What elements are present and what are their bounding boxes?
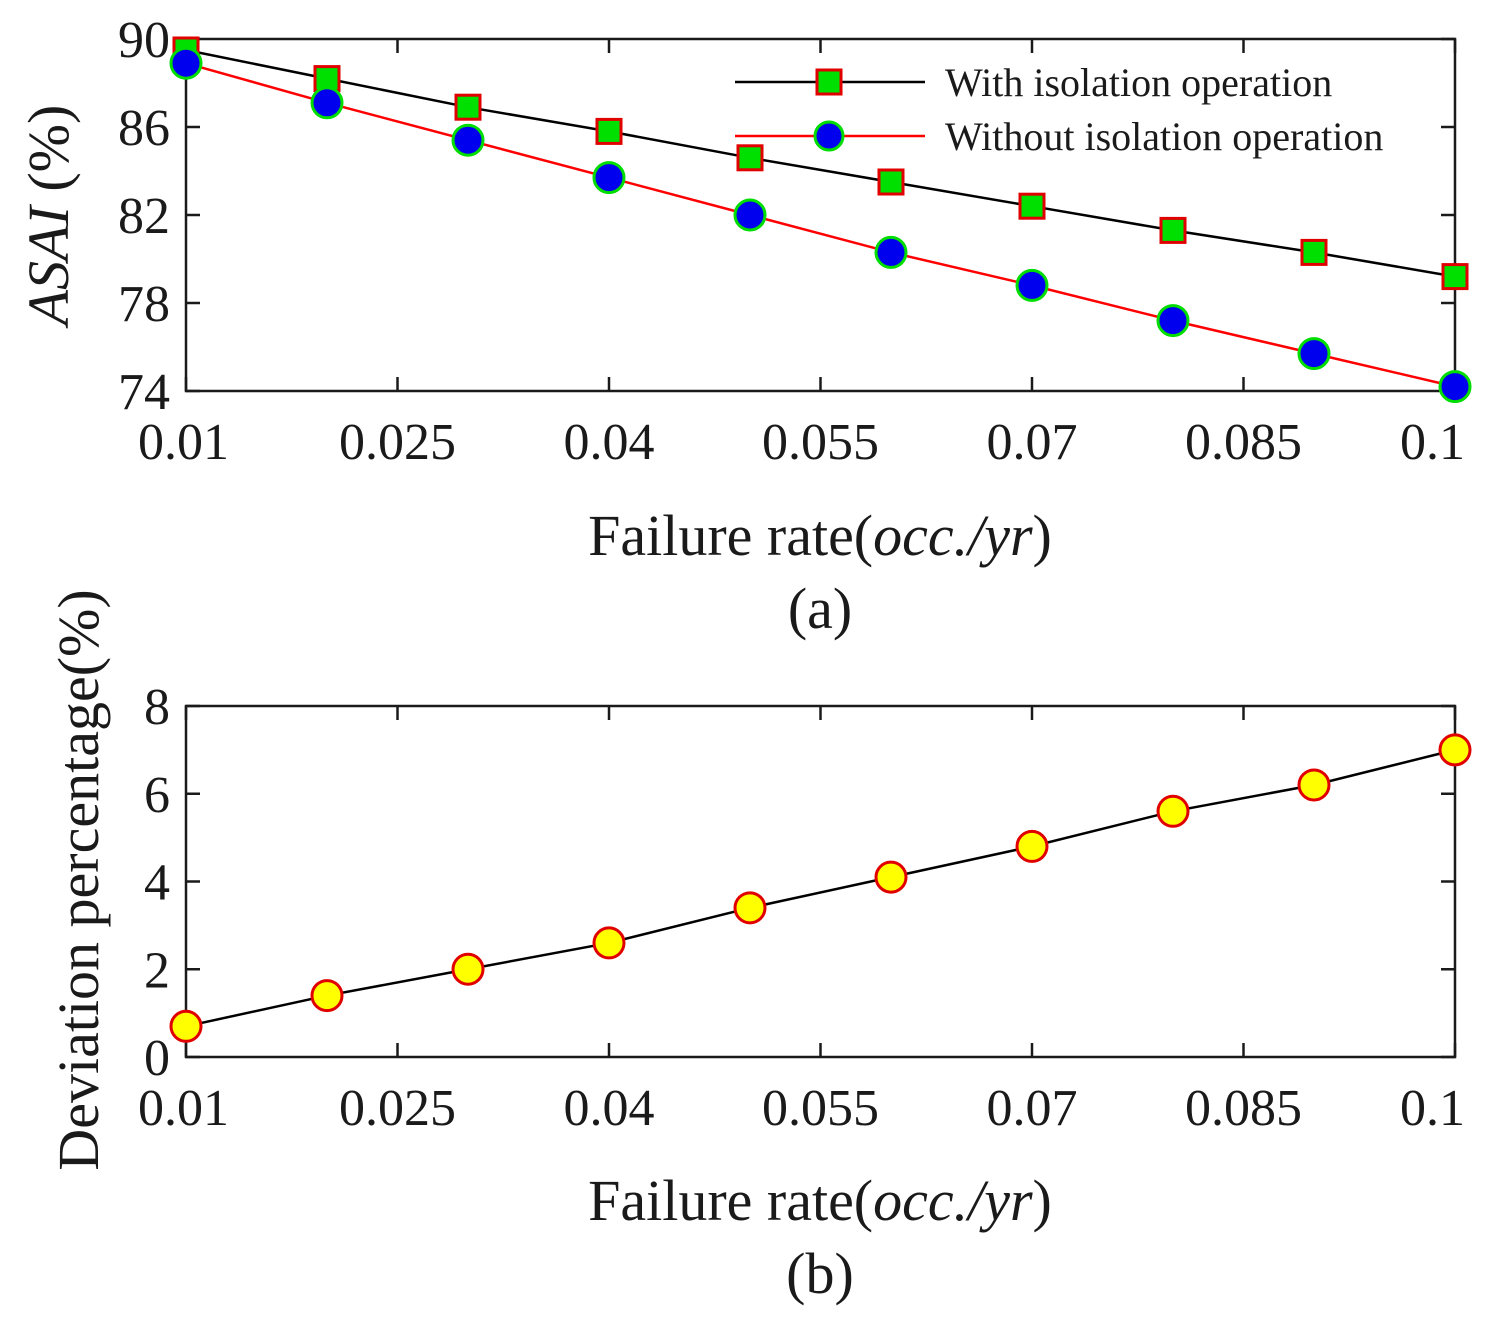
data-point-series-2 <box>1015 268 1049 302</box>
panel-a-legend: With isolation operation Without isolati… <box>735 60 1383 159</box>
legend-marker-circle <box>813 120 845 152</box>
x-tick-label: 0.04 <box>564 1080 655 1137</box>
y-tick-label: 2 <box>144 942 170 999</box>
data-point-series-1 <box>310 979 344 1013</box>
panel-a-series-lines <box>185 48 1456 388</box>
x-tick-label: 0.01 <box>138 414 229 471</box>
panel-a: 0.01 0.025 0.04 0.055 0.07 0.085 0.1 74 78 82 86 9… <box>16 12 1472 641</box>
data-point-series-1 <box>1015 829 1049 863</box>
x-tick-label: 0.085 <box>1185 1080 1302 1137</box>
panel-a-label: (a) <box>788 576 852 641</box>
panel-b: 0.01 0.025 0.04 0.055 0.07 0.085 0.1 0 2 4 6 8 Dev… <box>46 589 1472 1306</box>
x-tick-label: 0.04 <box>564 414 655 471</box>
y-tick-label: 6 <box>144 767 170 824</box>
x-tick-label: 0.085 <box>1185 414 1302 471</box>
legend-marker-square <box>815 68 843 96</box>
data-point-series-2 <box>874 235 908 269</box>
panel-b-y-axis-title: Deviation percentage(%) <box>46 589 111 1170</box>
panel-a-x-tick-labels: 0.01 0.025 0.04 0.055 0.07 0.085 0.1 <box>138 414 1465 471</box>
x-tick-label: 0.055 <box>762 414 879 471</box>
data-point-series-1 <box>1159 216 1187 244</box>
legend-label-with-isolation: With isolation operation <box>945 60 1332 105</box>
data-point-series-1 <box>877 168 905 196</box>
data-point-series-1 <box>1300 238 1328 266</box>
x-tick-label: 0.1 <box>1400 414 1465 471</box>
y-tick-label: 82 <box>118 188 170 245</box>
x-tick-label: 0.055 <box>762 1080 879 1137</box>
y-tick-label: 4 <box>144 855 170 912</box>
data-point-series-1 <box>592 926 626 960</box>
panel-a-y-tick-labels: 74 78 82 86 90 <box>118 12 170 421</box>
data-point-series-1 <box>169 1009 203 1043</box>
data-point-series-1 <box>1018 192 1046 220</box>
panel-b-ticks <box>184 704 1457 1059</box>
data-point-series-2 <box>169 46 203 80</box>
panel-b-x-axis-title: Failure rate(occ./yr) <box>588 1168 1052 1233</box>
x-tick-label: 0.01 <box>138 1080 229 1137</box>
data-point-series-1 <box>454 93 482 121</box>
data-point-series-1 <box>733 891 767 925</box>
data-point-series-2 <box>451 123 485 157</box>
series-line-1 <box>185 748 1456 1028</box>
panel-a-x-axis-title: Failure rate(occ./yr) <box>588 503 1052 568</box>
panel-a-y-axis-title: ASAI (%) <box>16 105 81 330</box>
x-tick-label: 0.025 <box>339 1080 456 1137</box>
y-tick-label: 78 <box>118 276 170 333</box>
panel-b-axes-frame <box>184 704 1457 1059</box>
x-tick-label: 0.025 <box>339 414 456 471</box>
x-tick-label: 0.07 <box>987 1080 1078 1137</box>
series-line-2 <box>185 61 1456 388</box>
panel-b-series-markers <box>169 733 1472 1043</box>
data-point-series-1 <box>1441 263 1469 291</box>
data-point-series-2 <box>592 161 626 195</box>
y-tick-label: 0 <box>144 1030 170 1087</box>
x-tick-label: 0.1 <box>1400 1080 1465 1137</box>
data-point-series-1 <box>595 117 623 145</box>
y-tick-label: 90 <box>118 12 170 69</box>
panel-b-series-lines <box>185 748 1456 1028</box>
data-point-series-1 <box>736 144 764 172</box>
data-point-series-2 <box>1156 304 1190 338</box>
y-tick-label: 8 <box>144 679 170 736</box>
panel-b-x-tick-labels: 0.01 0.025 0.04 0.055 0.07 0.085 0.1 <box>138 1080 1465 1137</box>
data-point-series-1 <box>874 860 908 894</box>
data-point-series-2 <box>733 198 767 232</box>
y-tick-label: 74 <box>118 364 170 421</box>
series-line-1 <box>185 48 1456 278</box>
data-point-series-2 <box>1438 370 1472 404</box>
data-point-series-2 <box>1297 337 1331 371</box>
panel-b-y-tick-labels: 0 2 4 6 8 <box>144 679 170 1087</box>
data-point-series-1 <box>1297 768 1331 802</box>
legend-label-without-isolation: Without isolation operation <box>945 114 1383 159</box>
data-point-series-2 <box>310 86 344 120</box>
data-point-series-1 <box>451 952 485 986</box>
panel-a-series-markers <box>169 36 1472 404</box>
data-point-series-1 <box>1438 733 1472 767</box>
x-tick-label: 0.07 <box>987 414 1078 471</box>
data-point-series-1 <box>1156 794 1190 828</box>
panel-b-label: (b) <box>786 1241 854 1306</box>
y-tick-label: 86 <box>118 100 170 157</box>
